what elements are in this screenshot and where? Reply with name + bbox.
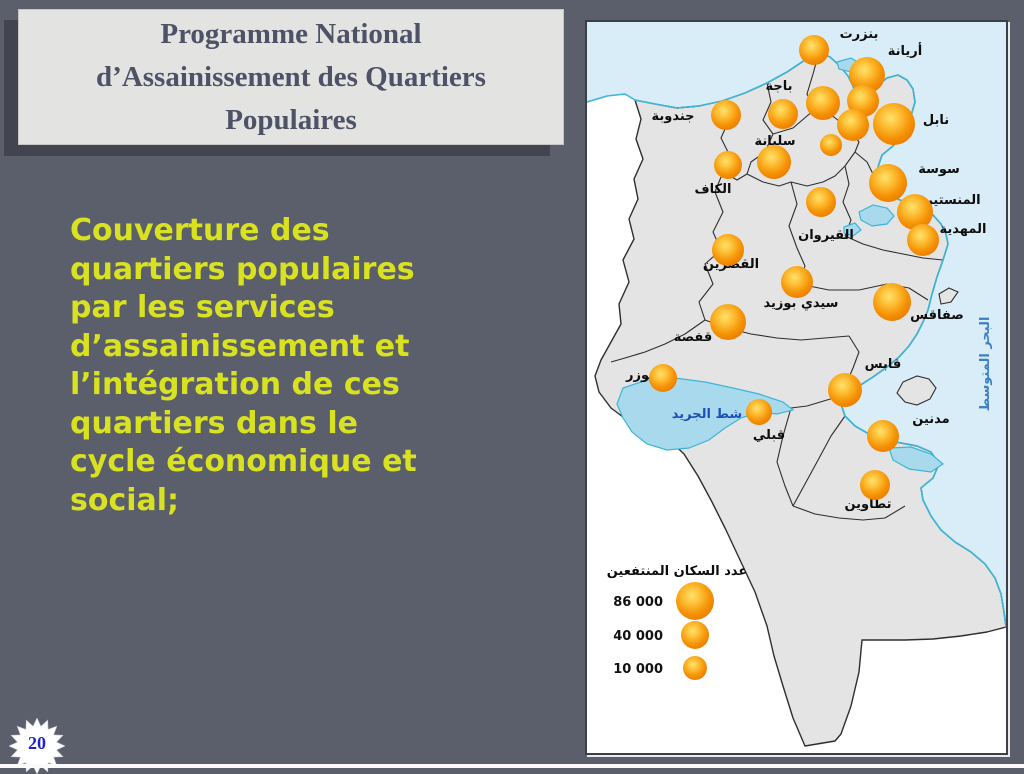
legend-bubble-2 bbox=[683, 656, 707, 680]
lake-label: شط الجريد bbox=[672, 407, 742, 422]
bubble-sousse bbox=[869, 164, 907, 202]
bubble-zaghouan bbox=[820, 134, 842, 156]
bubble-beja bbox=[768, 99, 798, 129]
legend-value-0: 86 000 bbox=[613, 595, 663, 610]
bubble-kairouan bbox=[806, 187, 836, 217]
sebkha-small bbox=[843, 222, 862, 237]
legend-value-1: 40 000 bbox=[613, 629, 663, 644]
map-label-medenine: مدنين bbox=[912, 412, 949, 427]
legend-bubble-0 bbox=[676, 582, 714, 620]
bubble-tozeur bbox=[649, 364, 677, 392]
map-label-gafsa: قفصة bbox=[674, 330, 713, 345]
bubble-nabeul bbox=[873, 103, 915, 145]
map-label-bizerte: بنزرت bbox=[840, 27, 879, 42]
map-label-le-kef: الكاف bbox=[695, 182, 732, 197]
map-label-mahdia: المهدية bbox=[940, 222, 987, 237]
bubble-sfax bbox=[873, 283, 911, 321]
map-label-sidi-bouzid: سيدي بوزيد bbox=[764, 296, 839, 311]
map-label-gabes: قابس bbox=[865, 357, 902, 372]
bubble-tataouine bbox=[860, 470, 890, 500]
bubble-kebili bbox=[746, 399, 772, 425]
map-label-tozeur: توزر bbox=[625, 368, 654, 383]
population-bubbles bbox=[649, 35, 939, 500]
djerba-island bbox=[896, 375, 937, 406]
map-label-sousse: سوسة bbox=[918, 162, 960, 177]
bubble-tunis bbox=[847, 85, 879, 117]
bubble-monastir bbox=[897, 194, 933, 230]
page-number: 20 bbox=[28, 733, 46, 753]
bubble-gabes bbox=[828, 373, 862, 407]
bubble-manouba bbox=[806, 86, 840, 120]
tunisia-map-frame: بنزرت أريانة باجة جندوبة نابل سليانة الكاف سوسة… bbox=[585, 20, 1008, 755]
boughrara-lagoon bbox=[888, 446, 945, 473]
map-label-nabeul: نابل bbox=[923, 113, 949, 128]
map-label-monastir: المنستير bbox=[924, 193, 980, 208]
sea-label: البحر المتوسط bbox=[978, 317, 993, 412]
legend-value-2: 10 000 bbox=[613, 662, 663, 677]
map-label-tataouine: تطاوين bbox=[844, 497, 891, 512]
body-text: Couverture des quartiers populaires par … bbox=[70, 213, 417, 518]
map-labels: بنزرت أريانة باجة جندوبة نابل سليانة الكاف سوسة… bbox=[625, 27, 993, 512]
bubble-jendouba bbox=[711, 100, 741, 130]
footer-bar bbox=[0, 764, 1024, 768]
bubble-ben-arous bbox=[837, 109, 869, 141]
map-label-siliana: سليانة bbox=[754, 134, 795, 149]
legend-bubble-1 bbox=[681, 621, 709, 649]
map-label-ariana: أريانة bbox=[888, 42, 922, 59]
map-label-sfax: صفاقس bbox=[910, 308, 964, 323]
bubble-bizerte bbox=[799, 35, 829, 65]
map-label-kairouan: القيروان bbox=[798, 228, 854, 243]
legend-title: عدد السكان المنتفعين bbox=[607, 564, 748, 579]
bubble-kasserine bbox=[712, 234, 744, 266]
bubble-ariana bbox=[849, 57, 885, 93]
map-label-kebili: قبلي bbox=[753, 428, 785, 443]
bubble-gafsa bbox=[710, 304, 746, 340]
kerkennah-islands bbox=[938, 287, 959, 305]
bubble-medenine bbox=[867, 420, 899, 452]
title-box: Programme National d’Assainissement des … bbox=[18, 9, 564, 145]
bubble-sidi-bouzid bbox=[781, 266, 813, 298]
map-legend: عدد السكان المنتفعين 86 000 40 000 10 000 bbox=[607, 564, 748, 680]
bubble-mahdia bbox=[907, 224, 939, 256]
bubble-le-kef bbox=[714, 151, 742, 179]
tunisia-map: بنزرت أريانة باجة جندوبة نابل سليانة الكاف سوسة… bbox=[587, 22, 1006, 747]
bubble-siliana bbox=[757, 145, 791, 179]
slide-title: Programme National d’Assainissement des … bbox=[96, 17, 486, 136]
sebkha-sidi-el-hani bbox=[858, 204, 895, 227]
map-label-jendouba: جندوبة bbox=[651, 109, 694, 124]
map-label-beja: باجة bbox=[765, 79, 792, 94]
